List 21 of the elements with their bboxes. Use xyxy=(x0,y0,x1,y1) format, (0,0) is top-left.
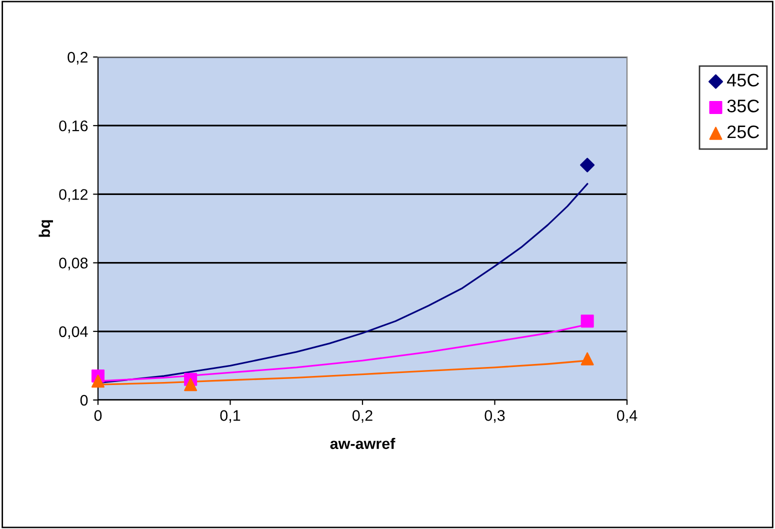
x-axis-title: aw-awref xyxy=(330,438,396,450)
y-tick-label: 0,12 xyxy=(59,189,88,202)
x-tick-label: 0,3 xyxy=(484,410,505,423)
point xyxy=(184,378,198,392)
x-tick-label: 0,1 xyxy=(220,410,240,423)
point xyxy=(580,158,595,172)
legend-label: 25C xyxy=(728,125,760,138)
legend-label: 45C xyxy=(727,74,760,87)
x-tick-label: 0,2 xyxy=(352,410,372,423)
x-tick-label: 0,4 xyxy=(616,410,638,423)
point xyxy=(580,314,594,328)
y-tick-label: 0 xyxy=(80,394,88,406)
legend-label: 35C xyxy=(727,100,760,112)
y-tick-label: 0,16 xyxy=(59,120,88,134)
point xyxy=(91,374,105,388)
y-tick-label: 0,08 xyxy=(59,258,88,270)
y-tick-label: 0,04 xyxy=(59,326,88,339)
point xyxy=(580,352,594,366)
y-tick-label: 0,2 xyxy=(68,52,88,64)
x-tick-label: 0 xyxy=(94,410,102,421)
y-axis-title: bq xyxy=(38,220,53,237)
